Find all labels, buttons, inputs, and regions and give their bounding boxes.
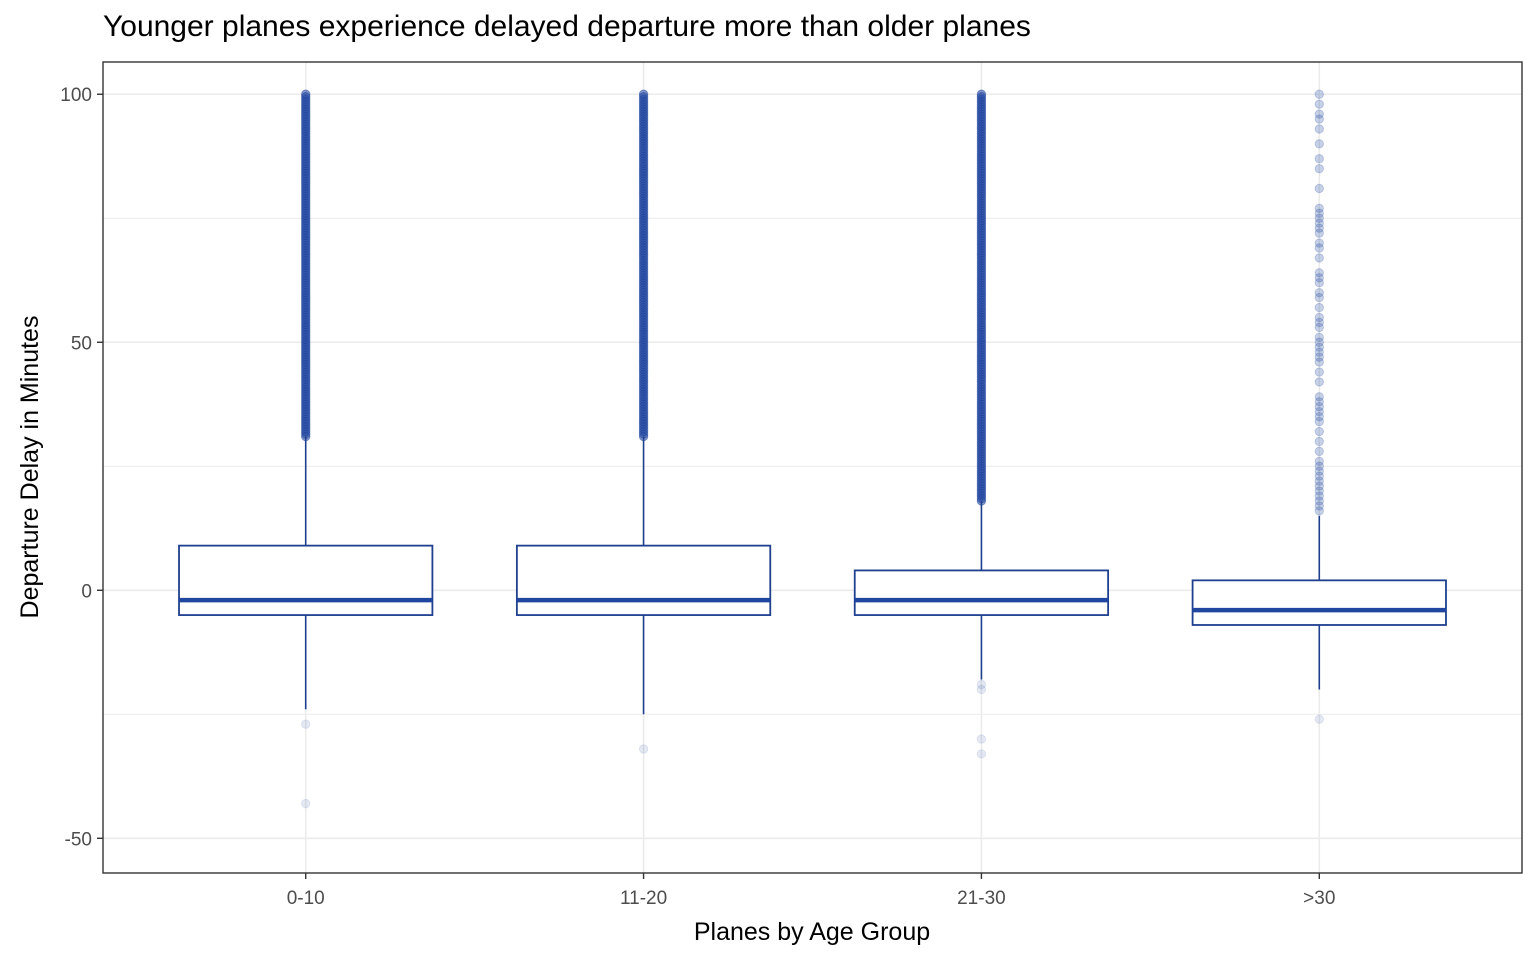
outlier-point <box>1314 253 1324 263</box>
outlier-point <box>638 744 649 754</box>
outlier-point <box>1314 89 1324 99</box>
outlier-point <box>1314 317 1324 328</box>
outlier-point <box>1314 322 1324 333</box>
outlier-point <box>1314 114 1324 124</box>
outlier-point <box>1314 466 1324 476</box>
outlier-point <box>1314 292 1324 303</box>
outlier-point <box>1314 268 1324 278</box>
outlier-point <box>1314 416 1324 427</box>
outlier-point <box>1314 99 1324 109</box>
outlier-point <box>1314 436 1324 447</box>
outlier-point <box>1314 406 1324 417</box>
x-tick-label: 11-20 <box>620 888 667 909</box>
y-tick-label: 100 <box>60 85 92 106</box>
outlier-point <box>1314 337 1324 347</box>
outlier-point <box>1314 238 1324 248</box>
outlier-point <box>976 734 987 744</box>
x-axis-title: Planes by Age Group <box>694 918 930 946</box>
box-layer <box>178 436 1447 715</box>
outlier-point <box>301 719 311 729</box>
box-iqr <box>853 569 1110 616</box>
outlier-point <box>1314 367 1324 377</box>
outlier-point <box>1314 481 1324 491</box>
outlier-point <box>1314 203 1324 214</box>
y-axis-title: Departure Delay in Minutes <box>16 316 44 619</box>
outlier-point <box>301 798 311 809</box>
outlier-point <box>1314 218 1324 228</box>
y-axis: -50 0 50 100 <box>60 85 103 850</box>
outlier-point <box>1314 461 1324 471</box>
x-tick-label: 21-30 <box>957 888 1006 909</box>
outlier-point <box>1314 491 1324 501</box>
outlier-layer <box>301 89 1324 809</box>
outlier-point <box>1314 278 1324 288</box>
outlier-point <box>976 89 987 99</box>
outlier-point <box>1314 352 1324 362</box>
outlier-point <box>1314 109 1324 119</box>
outlier-point <box>1314 456 1324 466</box>
y-tick-label: 0 <box>81 581 92 602</box>
outlier-point <box>1314 312 1324 323</box>
outlier-point <box>1314 357 1324 367</box>
outlier-point <box>1314 154 1324 164</box>
x-tick-label: 0-10 <box>287 888 325 909</box>
outlier-point <box>1314 273 1324 283</box>
outlier-point <box>1314 342 1324 352</box>
outlier-point <box>1314 506 1324 516</box>
outlier-point <box>1314 213 1324 223</box>
outlier-point <box>638 89 649 99</box>
outlier-point <box>1314 139 1324 149</box>
outlier-point <box>1314 486 1324 496</box>
outlier-point <box>1314 208 1324 218</box>
outlier-point <box>976 684 987 695</box>
outlier-point <box>1314 397 1324 407</box>
outlier-point <box>1314 446 1324 457</box>
box-iqr <box>515 544 772 616</box>
outlier-point <box>1314 183 1324 194</box>
outlier-point <box>1314 392 1324 402</box>
outlier-point <box>301 89 311 99</box>
box-iqr <box>1191 579 1447 626</box>
outlier-point <box>976 679 987 690</box>
outlier-point <box>1314 287 1324 298</box>
outlier-point <box>1314 302 1324 313</box>
panel-border <box>102 61 1523 874</box>
outlier-point <box>1314 476 1324 486</box>
outlier-point <box>1314 496 1324 506</box>
outlier-point <box>1314 411 1324 422</box>
chart-title: Younger planes experience delayed depart… <box>103 10 1031 43</box>
outlier-point <box>1314 124 1324 134</box>
outlier-point <box>976 749 987 759</box>
outlier-point <box>1314 501 1324 511</box>
y-tick-label: 50 <box>71 333 92 354</box>
panel-background <box>103 62 1522 873</box>
outlier-point <box>1314 228 1324 238</box>
box-iqr <box>178 544 434 616</box>
outlier-point <box>1314 426 1324 437</box>
y-tick-label: -50 <box>65 829 92 850</box>
outlier-point <box>1314 714 1324 724</box>
outlier-point <box>1314 163 1324 174</box>
outlier-point <box>1314 471 1324 481</box>
outlier-point <box>1314 347 1324 357</box>
outlier-point <box>1314 223 1324 233</box>
x-tick-label: >30 <box>1303 888 1335 909</box>
outlier-point <box>1314 332 1324 342</box>
x-axis: 0-10 11-20 21-30 >30 <box>287 873 1335 909</box>
outlier-point <box>1314 377 1324 387</box>
outlier-point <box>1314 402 1324 412</box>
outlier-point <box>1314 243 1324 253</box>
